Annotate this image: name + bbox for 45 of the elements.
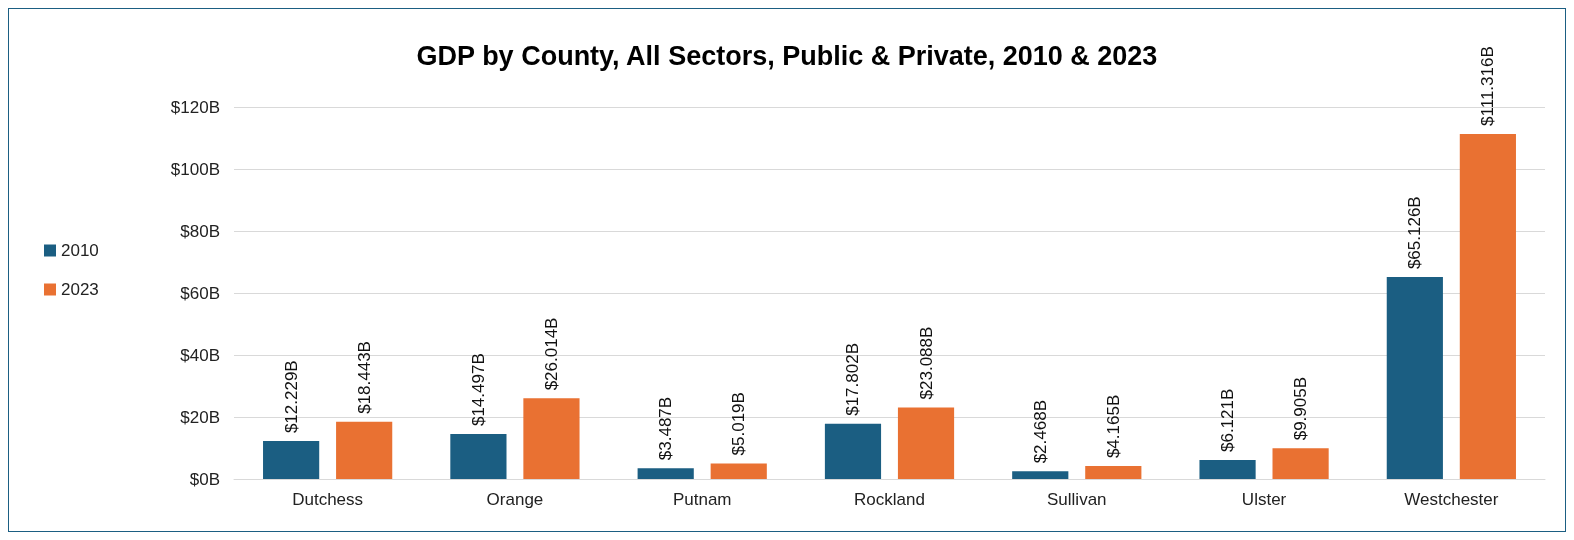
- x-tick-label: Westchester: [1404, 490, 1499, 509]
- bar: [450, 434, 507, 479]
- data-label: $5.019B: [729, 392, 749, 456]
- x-tick-label: Orange: [486, 490, 544, 509]
- data-label: $14.497B: [468, 353, 488, 427]
- bar: [263, 441, 320, 479]
- data-label: $17.802B: [843, 343, 863, 416]
- x-tick-label: Sullivan: [1047, 490, 1107, 509]
- y-tick-label: $80B: [180, 221, 220, 241]
- data-label: $26.014B: [541, 317, 561, 391]
- y-tick-label: $60B: [180, 283, 220, 303]
- bar: [710, 463, 767, 479]
- data-label: $12.229B: [281, 360, 301, 434]
- bar: [336, 421, 393, 479]
- bar: [1386, 277, 1443, 479]
- data-label: $2.468B: [1030, 400, 1050, 464]
- bar: [1085, 466, 1142, 479]
- data-label: $9.905B: [1291, 376, 1311, 441]
- bar: [1272, 448, 1329, 479]
- bar: [1012, 471, 1069, 479]
- bar: [637, 468, 694, 479]
- bar: [1199, 460, 1256, 479]
- data-label: $18.443B: [354, 341, 374, 414]
- x-tick-label: Dutchess: [292, 490, 364, 509]
- legend-label: 2010: [61, 241, 99, 260]
- data-label: $6.121B: [1218, 388, 1238, 453]
- y-tick-label: $120B: [170, 97, 220, 117]
- y-tick-label: $100B: [170, 159, 220, 179]
- data-label: $23.088B: [916, 326, 936, 400]
- legend-label: 2023: [61, 280, 99, 299]
- data-label: $4.165B: [1103, 394, 1123, 459]
- bar: [897, 407, 955, 479]
- y-tick-label: $40B: [180, 345, 220, 365]
- chart-title: GDP by County, All Sectors, Public & Private, 2010 & 2023: [416, 40, 1158, 71]
- x-tick-label: Putnam: [672, 490, 732, 509]
- y-tick-label: $20B: [180, 407, 220, 427]
- data-label: $3.487B: [656, 396, 676, 461]
- bar: [1459, 133, 1516, 479]
- data-label: $111.316B: [1478, 46, 1498, 126]
- y-tick-label: $0B: [189, 469, 220, 489]
- x-tick-label: Rockland: [854, 490, 925, 509]
- bar: [523, 398, 580, 479]
- bar: [824, 423, 882, 479]
- x-tick-label: Ulster: [1241, 490, 1287, 509]
- data-label: $65.126B: [1405, 196, 1425, 270]
